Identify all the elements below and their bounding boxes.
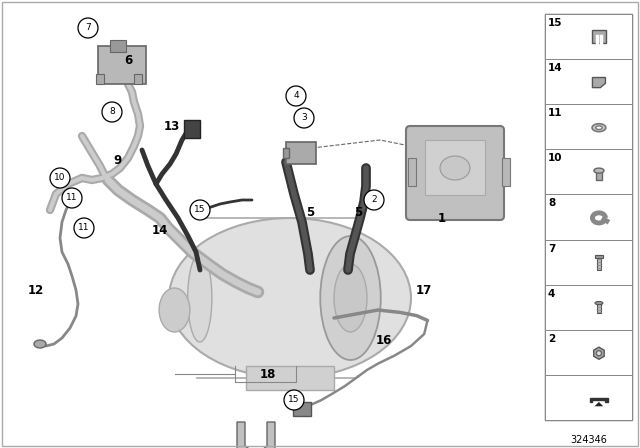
Text: 11: 11 — [548, 108, 563, 118]
Circle shape — [74, 218, 94, 238]
Circle shape — [284, 390, 304, 410]
Ellipse shape — [320, 236, 381, 360]
Bar — [246, 366, 334, 390]
Text: 9: 9 — [114, 154, 122, 167]
Polygon shape — [595, 402, 604, 406]
Bar — [545, 330, 632, 375]
Text: 4: 4 — [293, 91, 299, 100]
Text: 6: 6 — [124, 53, 132, 66]
Circle shape — [62, 188, 82, 208]
Bar — [545, 14, 632, 420]
Circle shape — [596, 351, 602, 356]
Polygon shape — [237, 422, 275, 448]
Bar — [425, 140, 485, 195]
Text: 7: 7 — [85, 23, 91, 33]
Polygon shape — [589, 398, 609, 402]
Text: 10: 10 — [54, 173, 66, 182]
Text: 2: 2 — [371, 195, 377, 204]
Text: 12: 12 — [28, 284, 44, 297]
Bar — [545, 194, 632, 240]
Circle shape — [364, 190, 384, 210]
Text: 15: 15 — [288, 396, 300, 405]
Text: 324346: 324346 — [570, 435, 607, 445]
Text: 5: 5 — [354, 206, 362, 219]
Text: 18: 18 — [260, 367, 276, 380]
Bar — [408, 158, 416, 186]
FancyBboxPatch shape — [406, 126, 504, 220]
Bar — [96, 74, 104, 84]
Bar — [545, 104, 632, 149]
Bar — [596, 303, 601, 313]
Text: 15: 15 — [548, 18, 563, 28]
Ellipse shape — [592, 124, 606, 132]
Circle shape — [50, 168, 70, 188]
Text: 17: 17 — [416, 284, 432, 297]
Text: 8: 8 — [548, 198, 556, 208]
Bar — [597, 255, 601, 270]
Polygon shape — [594, 347, 604, 359]
Bar — [545, 149, 632, 194]
Ellipse shape — [334, 264, 367, 332]
Ellipse shape — [440, 156, 470, 180]
Text: 1: 1 — [438, 211, 446, 224]
Text: 11: 11 — [67, 194, 77, 202]
Circle shape — [78, 18, 98, 38]
Ellipse shape — [169, 218, 411, 378]
Bar — [286, 142, 316, 164]
Bar — [545, 59, 632, 104]
Bar — [184, 120, 200, 138]
Bar — [596, 171, 602, 180]
Text: 15: 15 — [195, 206, 205, 215]
Ellipse shape — [596, 126, 602, 129]
Text: 11: 11 — [78, 224, 90, 233]
Text: 14: 14 — [548, 63, 563, 73]
Bar — [545, 240, 632, 284]
Text: 3: 3 — [301, 113, 307, 122]
Bar — [502, 158, 510, 186]
Ellipse shape — [595, 302, 603, 305]
Bar — [293, 402, 311, 416]
Bar — [545, 375, 632, 420]
Text: 14: 14 — [152, 224, 168, 237]
Ellipse shape — [188, 254, 212, 342]
Bar — [283, 148, 289, 158]
Polygon shape — [593, 78, 605, 88]
Bar — [545, 284, 632, 330]
Text: 8: 8 — [109, 108, 115, 116]
Text: 10: 10 — [548, 153, 563, 164]
Circle shape — [190, 200, 210, 220]
Ellipse shape — [34, 340, 46, 348]
FancyBboxPatch shape — [98, 46, 146, 84]
Text: 13: 13 — [164, 120, 180, 133]
Text: 5: 5 — [306, 206, 314, 219]
Ellipse shape — [594, 168, 604, 173]
Bar — [545, 14, 632, 59]
Circle shape — [294, 108, 314, 128]
Bar — [592, 30, 606, 43]
Text: 7: 7 — [548, 244, 556, 254]
Text: 4: 4 — [548, 289, 556, 299]
Circle shape — [102, 102, 122, 122]
Bar — [595, 255, 603, 258]
Ellipse shape — [159, 288, 190, 332]
Circle shape — [286, 86, 306, 106]
Bar — [134, 74, 142, 84]
Bar — [110, 40, 126, 52]
Text: 16: 16 — [376, 333, 392, 346]
Text: 2: 2 — [548, 334, 556, 344]
